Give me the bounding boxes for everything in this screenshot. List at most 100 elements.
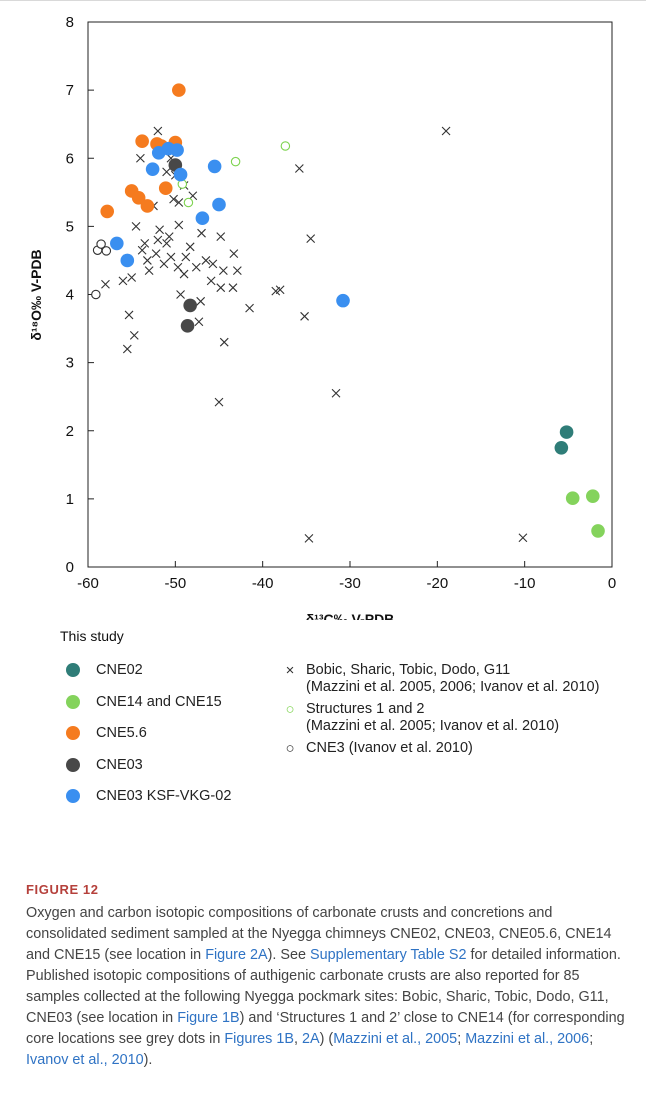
data-point	[196, 296, 206, 306]
caption-text: for detailed information. Published isot…	[26, 947, 621, 1026]
y-tick-label: 5	[66, 218, 74, 235]
legend-this-study: CNE02 CNE14 and CNE15 CNE5.6 CNE03 CNE03…	[66, 662, 266, 820]
data-point	[173, 167, 188, 182]
y-axis-title: δ¹⁸O‰ V-PDB	[28, 249, 44, 340]
data-point	[140, 199, 155, 213]
data-point	[275, 285, 285, 295]
x-tick-label: -30	[339, 575, 361, 592]
ivanov-2010-link[interactable]: Ivanov et al., 2010	[26, 1052, 144, 1068]
data-point	[191, 262, 201, 272]
figures-1b-link[interactable]: Figures 1B	[224, 1031, 294, 1047]
data-point	[218, 266, 228, 276]
data-point	[153, 235, 163, 245]
open-green-circle-marker-icon: ○	[285, 701, 295, 718]
data-point	[137, 245, 147, 255]
data-point	[166, 252, 176, 262]
orange-circle-marker-icon	[66, 726, 80, 740]
data-point	[136, 153, 145, 163]
teal-circle-marker-icon	[66, 663, 80, 677]
legend-label: CNE03 KSF-VKG-02	[96, 788, 232, 804]
data-point	[559, 425, 574, 439]
green-circle-marker-icon	[66, 694, 80, 709]
x-tick-label: -50	[164, 575, 186, 592]
caption-text: ;	[589, 1031, 594, 1047]
data-point	[228, 283, 238, 293]
legend-item-cne03: CNE03	[66, 757, 266, 789]
x-tick-label: -60	[77, 575, 99, 592]
blue-circle-marker-icon	[66, 789, 80, 803]
data-point	[153, 126, 163, 136]
x-tick-label: -20	[426, 575, 448, 592]
data-point	[158, 181, 173, 196]
data-point	[185, 242, 195, 252]
data-point	[174, 198, 184, 207]
data-point	[216, 283, 226, 293]
data-point	[336, 293, 350, 308]
y-tick-label: 8	[66, 14, 74, 31]
caption-text: ). See	[267, 947, 310, 963]
y-tick-label: 3	[66, 355, 74, 372]
legend-item-cne56: CNE5.6	[66, 725, 266, 757]
data-point	[142, 256, 152, 265]
supplementary-table-link[interactable]: Supplementary Table S2	[309, 947, 467, 963]
data-point	[170, 143, 184, 157]
data-point	[201, 256, 211, 265]
legend-item-bobic: × Bobic, Sharic, Tobic, Dodo, G11 (Mazzi…	[283, 662, 643, 696]
data-point	[304, 533, 314, 543]
legend-label: CNE03	[96, 756, 143, 773]
legend-label: CNE5.6	[96, 725, 147, 741]
data-point	[135, 134, 149, 149]
data-points	[91, 83, 605, 543]
y-tick-label: 2	[66, 423, 74, 440]
dark-circle-marker-icon	[66, 757, 80, 772]
data-point	[591, 524, 605, 538]
y-axis-ticks: 0 1 2 3 4 5 6 7 8	[66, 14, 94, 576]
legend-item-cne14-cne15: CNE14 and CNE15	[66, 694, 266, 726]
data-point	[110, 236, 124, 251]
top-divider	[0, 0, 646, 1]
x-tick-label: -40	[252, 575, 274, 592]
data-point	[101, 279, 110, 289]
data-point	[124, 310, 134, 320]
data-point	[120, 253, 135, 268]
caption-text: Oxygen and carbon isotopic compositions …	[26, 905, 612, 963]
data-point	[118, 276, 128, 286]
data-point	[144, 266, 154, 276]
y-tick-label: 4	[66, 287, 74, 304]
figure-1b-link[interactable]: Figure 1B	[177, 1010, 240, 1026]
data-point	[127, 273, 137, 282]
data-point	[554, 440, 569, 455]
data-point	[219, 337, 229, 347]
figure-2a-link[interactable]: Figure 2A	[205, 947, 268, 963]
data-point	[101, 246, 112, 256]
data-point	[122, 344, 132, 354]
legend-section-title: This study	[60, 628, 124, 644]
caption-text: ;	[457, 1031, 466, 1047]
legend-label: Bobic, Sharic, Tobic, Dodo, G11 (Mazzini…	[306, 662, 600, 695]
legend-label: CNE14 and CNE15	[96, 693, 222, 710]
mazzini-2005-link[interactable]: Mazzini et al., 2005	[333, 1031, 458, 1047]
data-point	[176, 290, 185, 299]
data-point	[183, 298, 197, 313]
mazzini-2006-link[interactable]: Mazzini et al., 2006	[465, 1031, 590, 1047]
data-point	[155, 225, 165, 235]
data-point	[129, 330, 139, 340]
y-tick-label: 1	[66, 491, 74, 508]
y-tick-label: 0	[66, 559, 74, 576]
x-tick-label: -10	[514, 575, 536, 592]
data-point	[331, 388, 341, 398]
data-point	[585, 489, 600, 503]
data-point	[280, 141, 291, 151]
data-point	[245, 303, 254, 313]
data-point	[300, 311, 309, 321]
legend-item-cne03-ksf: CNE03 KSF-VKG-02	[66, 788, 266, 820]
data-point	[518, 533, 528, 543]
x-axis-title: δ¹³C‰ V-PDB	[306, 611, 395, 620]
data-point	[214, 397, 224, 407]
data-point	[131, 221, 141, 231]
legend-label: Structures 1 and 2 (Mazzini et al. 2005;…	[306, 701, 560, 734]
figure-2a-link-2[interactable]: 2A	[301, 1031, 320, 1047]
data-point	[162, 167, 171, 177]
data-point	[159, 259, 169, 269]
data-point	[179, 269, 189, 279]
